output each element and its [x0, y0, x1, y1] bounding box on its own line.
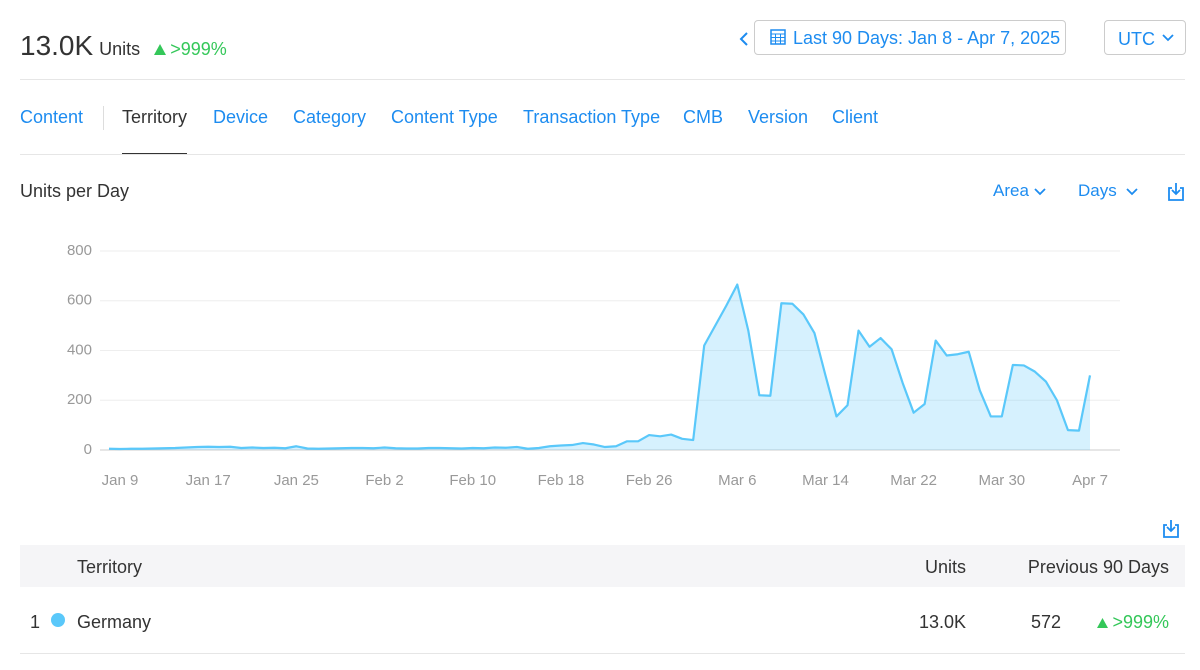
divider: [20, 154, 1185, 155]
row-change: >999%: [1097, 612, 1169, 633]
x-tick-label: Feb 10: [449, 472, 496, 489]
tab[interactable]: Version: [748, 107, 809, 127]
y-tick-label: 800: [67, 242, 92, 259]
y-tick-label: 200: [67, 391, 92, 408]
interval-select[interactable]: Days: [1078, 181, 1138, 201]
summary: 13.0K Units >999%: [20, 30, 227, 62]
x-tick-label: Mar 6: [718, 472, 756, 489]
chevron: [1034, 188, 1046, 196]
timezone-select[interactable]: UTC: [1104, 20, 1186, 55]
timezone: UTC: [1118, 29, 1155, 49]
x-tick-label: Jan 17: [186, 472, 231, 489]
x-tick-label: Mar 22: [890, 472, 937, 489]
control: Days: [1078, 181, 1117, 200]
x-tick-label: Feb 18: [538, 472, 585, 489]
table-header: [20, 545, 1185, 587]
series-dot: [51, 613, 65, 627]
date-range: Last 90 Days: Jan 8 - Apr 7, 2025: [793, 28, 1061, 48]
download-icon[interactable]: [1162, 519, 1180, 539]
chart-title: Units per Day: [20, 181, 130, 201]
tab[interactable]: CMB: [683, 107, 723, 127]
rank: 1: [30, 612, 41, 632]
area-fill: [109, 284, 1090, 450]
tab[interactable]: Category: [293, 107, 367, 127]
chart-type-select[interactable]: Area: [993, 181, 1046, 201]
tab[interactable]: Transaction Type: [523, 107, 661, 127]
calendar-icon: [770, 29, 786, 45]
x-tick-label: Mar 14: [802, 472, 849, 489]
x-tick-label: Apr 7: [1072, 472, 1108, 489]
column-header: Previous 90 Days: [1027, 557, 1169, 577]
x-tick-label: Jan 25: [274, 472, 319, 489]
tab[interactable]: Client: [832, 107, 879, 127]
tab[interactable]: Content: [20, 107, 84, 127]
tab[interactable]: Device: [213, 107, 269, 127]
column-header: Units: [924, 557, 966, 577]
x-tick-label: Mar 30: [978, 472, 1025, 489]
x-tick-label: Feb 2: [365, 472, 403, 489]
up-arrow: [154, 44, 167, 55]
tab[interactable]: Territory: [122, 107, 188, 127]
prev-button[interactable]: [738, 30, 750, 48]
tab-separator: [103, 106, 104, 130]
tab[interactable]: Content Type: [391, 107, 498, 127]
territory[interactable]: Germany: [77, 612, 152, 632]
control: Area: [993, 181, 1029, 200]
previous: 572: [1030, 612, 1061, 632]
unit: Units: [99, 39, 141, 59]
y-tick-label: 400: [67, 341, 92, 358]
date-range-button[interactable]: Last 90 Days: Jan 8 - Apr 7, 2025: [754, 20, 1066, 55]
y-tick-label: 0: [84, 441, 92, 458]
x-tick-label: Feb 26: [626, 472, 673, 489]
x-tick-label: Jan 9: [102, 472, 139, 489]
chart: 0 200 400 600 800 Jan 9 Jan 17 Jan 25 Feb 2 Feb 1…: [67, 242, 1120, 489]
column-header: Territory: [77, 557, 143, 577]
change: >999%: [1112, 612, 1169, 632]
chevron: [1126, 188, 1138, 196]
y-tick-label: 600: [67, 292, 92, 309]
divider: [20, 79, 1185, 80]
total: 13.0K: [20, 30, 94, 61]
download-icon[interactable]: [1167, 182, 1185, 202]
units: 13.0K: [918, 612, 966, 632]
chevron: [1162, 34, 1174, 42]
change: >999%: [170, 39, 227, 59]
up-arrow: [1097, 617, 1109, 628]
divider: [20, 653, 1185, 654]
area-line: [108, 283, 1092, 451]
